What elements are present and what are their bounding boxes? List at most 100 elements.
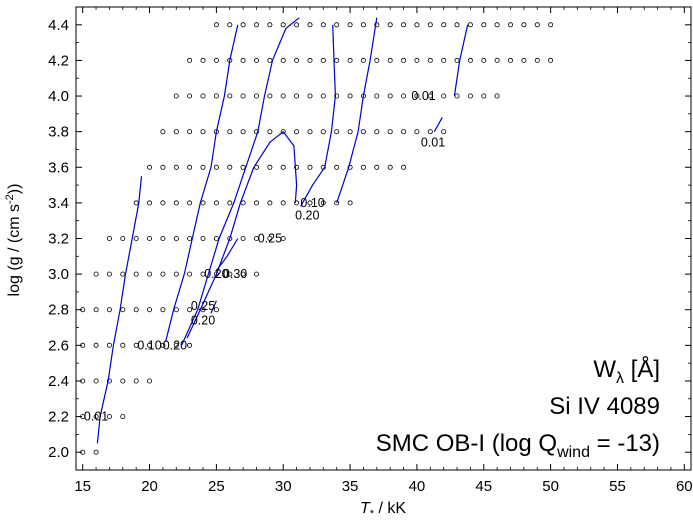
model-point (120, 271, 126, 277)
model-point (347, 57, 353, 63)
model-point (441, 93, 447, 99)
model-point (187, 342, 193, 348)
contour-line (336, 17, 378, 204)
model-point (427, 57, 433, 63)
model-point (240, 57, 246, 63)
model-point (146, 307, 152, 313)
contour-line (453, 24, 469, 97)
model-point (454, 93, 460, 99)
y-tick-label: 3.8 (48, 124, 69, 141)
model-point (280, 57, 286, 63)
model-point (146, 164, 152, 170)
model-point (334, 129, 340, 135)
model-point (253, 200, 259, 206)
model-point (213, 235, 219, 241)
contour-line (215, 238, 239, 271)
model-point (187, 200, 193, 206)
model-point (240, 235, 246, 241)
model-point (280, 93, 286, 99)
model-point (173, 271, 179, 277)
model-point (467, 22, 473, 28)
y-tick-label: 2.0 (48, 444, 69, 461)
model-grid (80, 22, 554, 455)
model-point (213, 22, 219, 28)
model-point (187, 271, 193, 277)
contour-label: 0.10 (300, 196, 324, 210)
model-point (213, 93, 219, 99)
model-point (146, 342, 152, 348)
model-point (146, 235, 152, 241)
model-point (374, 93, 380, 99)
model-point (521, 22, 527, 28)
contour-line (433, 117, 443, 132)
model-point (307, 129, 313, 135)
contour-line (186, 130, 298, 339)
model-point (253, 57, 259, 63)
model-point (240, 93, 246, 99)
model-point (173, 307, 179, 313)
model-point (481, 93, 487, 99)
model-point (240, 22, 246, 28)
model-point (200, 200, 206, 206)
model-point (294, 93, 300, 99)
model-point (307, 200, 313, 206)
model-point (374, 129, 380, 135)
model-point (120, 342, 126, 348)
model-point (534, 22, 540, 28)
model-point (360, 22, 366, 28)
model-point (93, 449, 99, 455)
model-point (160, 235, 166, 241)
model-point (280, 22, 286, 28)
model-point (307, 22, 313, 28)
model-point (160, 200, 166, 206)
model-point (414, 129, 420, 135)
model-point (93, 378, 99, 384)
model-point (521, 57, 527, 63)
model-point (146, 271, 152, 277)
contour-label: 0.25 (258, 232, 282, 246)
y-tick-label: 3.4 (48, 195, 69, 212)
model-point (160, 307, 166, 313)
model-point (401, 129, 407, 135)
model-point (213, 307, 219, 313)
model-point (414, 22, 420, 28)
model-point (267, 93, 273, 99)
model-point (173, 200, 179, 206)
annotation-ion: Si IV 4089 (549, 393, 660, 420)
model-point (120, 235, 126, 241)
contour-line (300, 24, 337, 207)
model-point (187, 235, 193, 241)
model-point (173, 93, 179, 99)
model-point (133, 378, 139, 384)
model-point (320, 22, 326, 28)
model-point (227, 129, 233, 135)
model-point (240, 271, 246, 277)
y-axis-ticks: 2.0 2.2 2.4 2.6 2.8 3.0 3.2 3.4 3.6 3.8 4.0 4.2 4.4 (48, 6, 691, 471)
y-tick-label: 3.6 (48, 159, 69, 176)
model-point (187, 129, 193, 135)
model-point (294, 200, 300, 206)
y-tick-label: 3.0 (48, 266, 69, 283)
model-point (200, 164, 206, 170)
model-point (213, 200, 219, 206)
model-point (360, 164, 366, 170)
y-tick-label: 2.8 (48, 302, 69, 319)
model-point (401, 164, 407, 170)
model-point (187, 164, 193, 170)
model-point (507, 57, 513, 63)
model-point (347, 22, 353, 28)
model-point (320, 200, 326, 206)
model-point (93, 342, 99, 348)
model-point (360, 129, 366, 135)
model-point (267, 164, 273, 170)
model-point (401, 22, 407, 28)
model-point (133, 307, 139, 313)
model-point (133, 235, 139, 241)
contour-label: 0.20 (163, 338, 187, 352)
model-point (414, 93, 420, 99)
model-point (133, 271, 139, 277)
model-point (280, 200, 286, 206)
model-point (120, 378, 126, 384)
x-tick-label: 30 (275, 478, 292, 495)
